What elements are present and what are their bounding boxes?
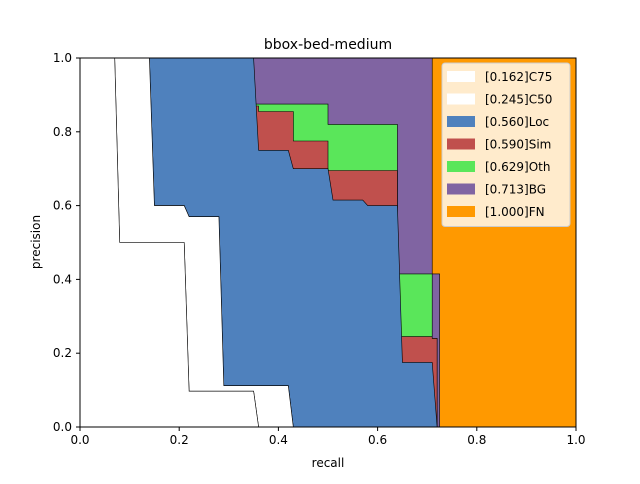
legend-label: [0.713]BG — [485, 183, 546, 197]
area-0-162-c75 — [80, 58, 259, 427]
legend-label: [0.245]C50 — [485, 93, 552, 107]
legend-swatch — [447, 138, 475, 150]
x-tick-label: 0.0 — [70, 433, 89, 447]
y-tick-label: 0.4 — [53, 272, 72, 286]
chart-title: bbox-bed-medium — [264, 37, 392, 53]
legend-swatch — [447, 183, 475, 195]
legend-swatch — [447, 116, 475, 127]
legend-label: [1.000]FN — [485, 205, 545, 219]
legend-label: [0.560]Loc — [485, 115, 549, 129]
y-tick-label: 1.0 — [53, 51, 72, 65]
y-tick-label: 0.2 — [53, 346, 72, 360]
x-tick-label: 0.4 — [269, 433, 288, 447]
legend-item: [0.162]C75 — [447, 70, 552, 84]
plot-frame — [79, 57, 577, 428]
legend-item: [0.245]C50 — [447, 93, 552, 107]
legend-item: [0.590]Sim — [447, 138, 551, 152]
legend-swatch — [447, 161, 475, 172]
legend-swatch — [447, 93, 475, 105]
legend-label: [0.162]C75 — [485, 70, 552, 84]
y-tick-label: 0.8 — [53, 125, 72, 139]
legend-label: [0.629]Oth — [485, 160, 550, 174]
y-tick-label: 0.6 — [53, 199, 72, 213]
legend-item: [1.000]FN — [447, 205, 545, 219]
legend-item: [0.629]Oth — [447, 160, 550, 174]
x-tick-label: 0.6 — [368, 433, 387, 447]
y-axis-label: precision — [29, 215, 43, 269]
x-tick-label: 0.2 — [170, 433, 189, 447]
legend-item: [0.560]Loc — [447, 115, 549, 129]
legend-swatch — [447, 206, 475, 217]
legend-label: [0.590]Sim — [485, 138, 551, 152]
x-tick-label: 0.8 — [467, 433, 486, 447]
x-axis-label: recall — [312, 456, 345, 470]
x-tick-label: 1.0 — [566, 433, 585, 447]
legend-item: [0.713]BG — [447, 183, 546, 197]
legend-swatch — [447, 71, 475, 82]
axes: 0.0 0.2 0.4 0.6 0.8 1.0 0.0 0.2 0.4 0.6 0.8 1.0 — [53, 51, 586, 447]
legend: [0.162]C75 [0.245]C50 [0.560]Loc [0.590]Sim… — [441, 62, 571, 227]
y-tick-label: 0.0 — [53, 420, 72, 434]
